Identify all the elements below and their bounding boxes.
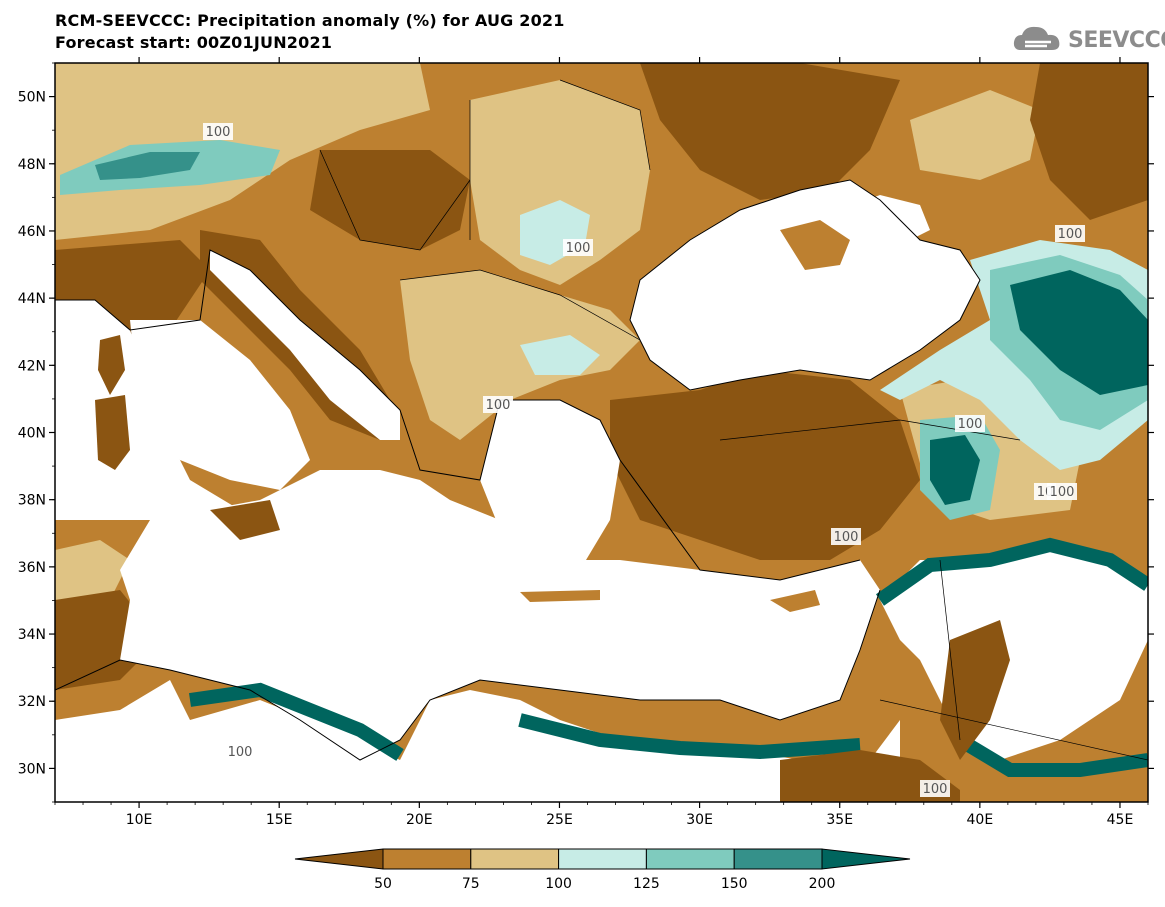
- colorbar-tick-label: 75: [462, 876, 480, 892]
- lat-label: 40N: [18, 426, 46, 442]
- desert-mask-africa: [55, 680, 900, 802]
- anomaly-region-dark-pannonia: [310, 150, 470, 250]
- island-sardinia: [95, 395, 130, 470]
- anomaly-region-dry-arabia: [940, 620, 1010, 760]
- anomaly-region-dark-east: [1030, 63, 1148, 220]
- contour-label-bg: [563, 239, 593, 256]
- lat-label: 32N: [18, 694, 46, 710]
- island-sicily: [210, 500, 280, 540]
- logo-text: SEEVCCC: [1068, 28, 1165, 53]
- lon-label: 35E: [826, 812, 853, 828]
- anomaly-region-dark-russia: [640, 63, 900, 200]
- longitude-axis: 10E 15E 20E 25E 30E 35E 40E 45E: [54, 57, 1149, 828]
- coastline-black-sea: [629, 179, 981, 391]
- colorbar-tick-label: 50: [374, 876, 392, 892]
- lon-label: 40E: [967, 812, 994, 828]
- anomaly-region-wet-africa: [189, 682, 861, 761]
- anomaly-region-pale-balkans: [400, 270, 640, 440]
- contour-label-bg: [920, 780, 950, 797]
- map-title: RCM-SEEVCCC: Precipitation anomaly (%) f…: [55, 11, 565, 30]
- contour-label: 100: [228, 745, 253, 760]
- contour-label-bg: [955, 415, 985, 432]
- contour-label: 100: [206, 125, 231, 140]
- lat-label: 48N: [18, 157, 46, 173]
- lat-label: 36N: [18, 560, 46, 576]
- anomaly-region-wet-arabia: [875, 537, 1148, 777]
- sea-aegean: [480, 400, 620, 570]
- colorbar-under-arrow: [294, 848, 384, 870]
- coastline-med-north: [55, 249, 861, 581]
- colorbar-segment: [733, 848, 823, 870]
- sea-tyrrhenian: [130, 320, 310, 490]
- contour-label: 100: [566, 241, 591, 256]
- colorbar: 50 75 100 125 150 200: [294, 848, 911, 892]
- sea-adriatic: [210, 250, 400, 440]
- anomaly-field: [55, 63, 1148, 802]
- contour-label: 100: [1058, 227, 1083, 242]
- colorbar-tick-label: 125: [633, 876, 660, 892]
- lat-label: 46N: [18, 224, 46, 240]
- anomaly-region-wet-caucasus-core: [1010, 270, 1148, 395]
- crimea: [780, 220, 850, 270]
- island-cyprus: [770, 590, 820, 612]
- colorbar-over-arrow: [821, 848, 911, 870]
- colorbar-tick-label: 100: [545, 876, 572, 892]
- colorbar-tick-label: 150: [721, 876, 748, 892]
- lon-label: 10E: [126, 812, 153, 828]
- contour-label: 100: [958, 417, 983, 432]
- island-corsica: [98, 335, 125, 395]
- seevccc-logo: SEEVCCC: [1011, 22, 1165, 56]
- anomaly-region-pale-ukraine: [910, 90, 1040, 180]
- colorbar-tick-label: 200: [809, 876, 836, 892]
- colorbar-segment: [558, 848, 647, 870]
- lon-label: 25E: [546, 812, 573, 828]
- colorbar-segment: [645, 848, 735, 870]
- contour-label-bg: [225, 743, 255, 760]
- anomaly-region-wet-bulgaria: [520, 335, 600, 375]
- anomaly-region-pale-romania: [470, 80, 650, 285]
- contour-label-bg: [831, 528, 861, 545]
- contour-label: 100: [486, 398, 511, 413]
- forecast-start-label: Forecast start: 00Z01JUN2021: [55, 33, 333, 52]
- colorbar-segment: [470, 848, 560, 870]
- contour-label: 100: [1050, 485, 1075, 500]
- anomaly-region-wet-eastanatolia-core: [930, 435, 980, 505]
- contour-label: 100: [923, 782, 948, 797]
- lat-label: 50N: [18, 90, 46, 106]
- lon-label: 45E: [1107, 812, 1134, 828]
- lat-label: 44N: [18, 291, 46, 307]
- latitude-axis: 50N 48N 46N 44N 42N 40N 38N 36N 34N 32N 30N: [18, 62, 1154, 803]
- lon-label: 30E: [686, 812, 713, 828]
- sea-central-med: [120, 470, 880, 760]
- colorbar-segment: [382, 848, 472, 870]
- contour-label-bg: [483, 396, 513, 413]
- lon-label: 15E: [266, 812, 293, 828]
- island-crete: [520, 590, 600, 602]
- anomaly-region-dark-anatolia: [610, 370, 920, 560]
- cloud-icon: [1013, 26, 1060, 50]
- lat-label: 38N: [18, 493, 46, 509]
- anomaly-region-dry-sinai: [780, 750, 960, 802]
- coastline-africa: [55, 589, 881, 761]
- lat-label: 42N: [18, 358, 46, 374]
- contour-label: 100: [834, 530, 859, 545]
- lat-label: 30N: [18, 761, 46, 777]
- sea-azov: [840, 195, 930, 245]
- contour-label-bg: [1055, 225, 1085, 242]
- lon-label: 20E: [406, 812, 433, 828]
- anomaly-region-wet-alps-core: [95, 152, 200, 180]
- contour-label-bg: [203, 123, 233, 140]
- lat-label: 34N: [18, 627, 46, 643]
- contour-label-bg: [1047, 483, 1077, 500]
